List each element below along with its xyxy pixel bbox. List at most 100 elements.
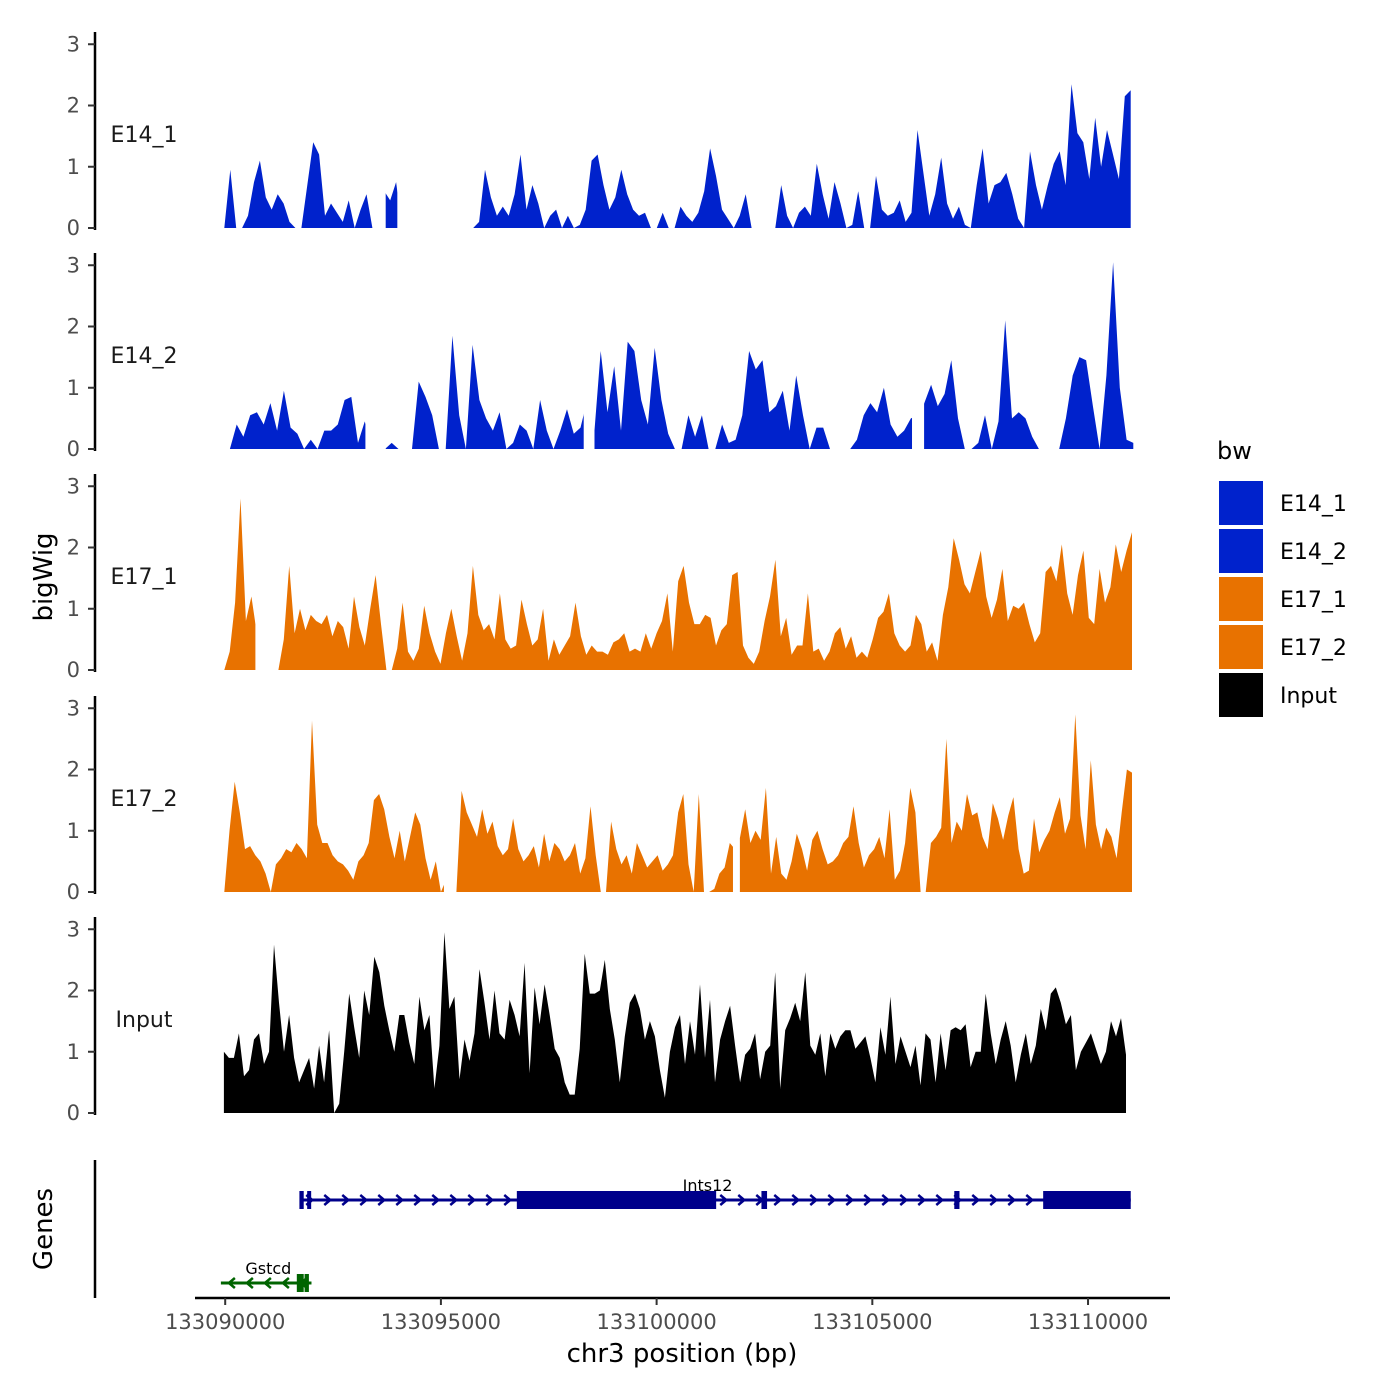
y-tick-label: 3 (67, 474, 80, 498)
strand-arrow (809, 1194, 819, 1206)
exon (954, 1191, 960, 1209)
genes-axis-title: Genes (29, 1188, 59, 1270)
coverage-area (224, 714, 1133, 892)
legend-title: bw (1217, 437, 1252, 465)
y-tick-label: 0 (67, 658, 80, 682)
legend-swatch (1219, 577, 1263, 621)
gene-label: Ints12 (683, 1176, 733, 1195)
gene-Ints12: Ints12 (299, 1176, 1131, 1209)
coverage-gap (255, 474, 266, 671)
legend-item: E14_2 (1219, 529, 1347, 573)
track-E17_1: 0 1 2 3 E17_1 (67, 474, 1133, 682)
coverage-area (223, 932, 1126, 1113)
strand-arrow (935, 1194, 945, 1206)
y-tick-label: 1 (67, 597, 80, 621)
y-tick-label: 0 (67, 1101, 80, 1125)
strand-arrow (863, 1194, 873, 1206)
y-tick-label: 0 (67, 880, 80, 904)
legend-swatch (1219, 529, 1263, 573)
strand-arrow (377, 1194, 387, 1206)
genes-panel: Genes Ints12 Gstcd (29, 1160, 1131, 1298)
y-tick-label: 3 (67, 917, 80, 941)
y-tick-label: 2 (67, 315, 80, 339)
y-tick-label: 1 (67, 819, 80, 843)
strand-arrow (1007, 1194, 1017, 1206)
legend-item: Input (1219, 673, 1337, 717)
y-tick-label: 1 (67, 155, 80, 179)
coverage-gap (365, 253, 386, 450)
x-tick-label: 133110000 (1028, 1310, 1148, 1334)
strand-arrow (431, 1194, 441, 1206)
strand-arrow (827, 1194, 837, 1206)
x-tick-label: 133105000 (812, 1310, 932, 1334)
y-tick-label: 3 (67, 253, 80, 277)
coverage-gap (374, 32, 386, 229)
strand-arrow (791, 1194, 801, 1206)
gene-models: Ints12 Gstcd (220, 1176, 1131, 1292)
strand-arrow (449, 1194, 459, 1206)
y-tick-label: 0 (67, 216, 80, 240)
track-panels: 0 1 2 3 E14_1 0 1 2 3 E14_2 0 1 2 3 E17_1 0 1 2 3 E17_2 0 1 2 3… (67, 32, 1134, 1125)
coverage-area (229, 262, 1134, 449)
y-tick-label: 1 (67, 1040, 80, 1064)
gene-label: Gstcd (245, 1259, 291, 1278)
track-label: Input (116, 1008, 173, 1033)
x-tick-label: 133095000 (381, 1310, 501, 1334)
legend: bw E14_1 E14_2 E17_1 E17_2 Input (1217, 437, 1347, 717)
strand-arrow (737, 1194, 747, 1206)
strand-arrow (359, 1194, 369, 1206)
coverage-gap (583, 253, 595, 450)
y-tick-label: 2 (67, 979, 80, 1003)
strand-arrow (341, 1194, 351, 1206)
exon (304, 1274, 309, 1292)
exon (516, 1191, 717, 1209)
strand-arrow (917, 1194, 927, 1206)
y-axis-title: bigWig (29, 532, 59, 621)
strand-arrow (244, 1277, 254, 1289)
track-E17_2: 0 1 2 3 E17_2 (67, 696, 1133, 904)
exon (761, 1191, 768, 1209)
exon (296, 1274, 304, 1292)
strand-arrow (280, 1277, 290, 1289)
track-E14_1: 0 1 2 3 E14_1 (67, 32, 1131, 240)
track-label: E17_2 (111, 787, 178, 812)
legend-item: E17_1 (1219, 577, 1347, 621)
strand-arrow (323, 1194, 333, 1206)
track-label: E14_2 (111, 344, 178, 369)
legend-label: E17_1 (1280, 588, 1347, 613)
y-tick-label: 0 (67, 437, 80, 461)
y-tick-label: 2 (67, 94, 80, 118)
track-label: E17_1 (111, 565, 178, 590)
x-axis: 133090000 133095000 133100000 133105000 1331… (165, 1296, 1170, 1334)
x-tick-label: 133090000 (165, 1310, 285, 1334)
strand-arrow (899, 1194, 909, 1206)
strand-arrow (773, 1194, 783, 1206)
legend-swatch (1219, 481, 1263, 525)
coverage-gap (732, 696, 740, 893)
gene-Gstcd: Gstcd (220, 1259, 312, 1292)
legend-swatch (1219, 673, 1263, 717)
track-label: E14_1 (111, 123, 178, 148)
strand-arrow (467, 1194, 477, 1206)
strand-arrow (971, 1194, 981, 1206)
strand-arrow (413, 1194, 423, 1206)
y-tick-label: 3 (67, 32, 80, 56)
y-tick-label: 3 (67, 696, 80, 720)
strand-arrow (262, 1277, 272, 1289)
exon (1043, 1191, 1131, 1209)
legend-item: E14_1 (1219, 481, 1347, 525)
legend-swatch (1219, 625, 1263, 669)
x-axis-title: chr3 position (bp) (567, 1339, 798, 1369)
coverage-gap (397, 32, 440, 229)
x-tick-label: 133100000 (596, 1310, 716, 1334)
coverage-area (224, 498, 1133, 670)
strand-arrow (881, 1194, 891, 1206)
legend-label: E17_2 (1280, 636, 1347, 661)
strand-arrow (989, 1194, 999, 1206)
strand-arrow (845, 1194, 855, 1206)
legend-label: E14_2 (1280, 540, 1347, 565)
coverage-gap (443, 696, 453, 893)
legend-label: E14_1 (1280, 492, 1347, 517)
exon (307, 1191, 312, 1209)
